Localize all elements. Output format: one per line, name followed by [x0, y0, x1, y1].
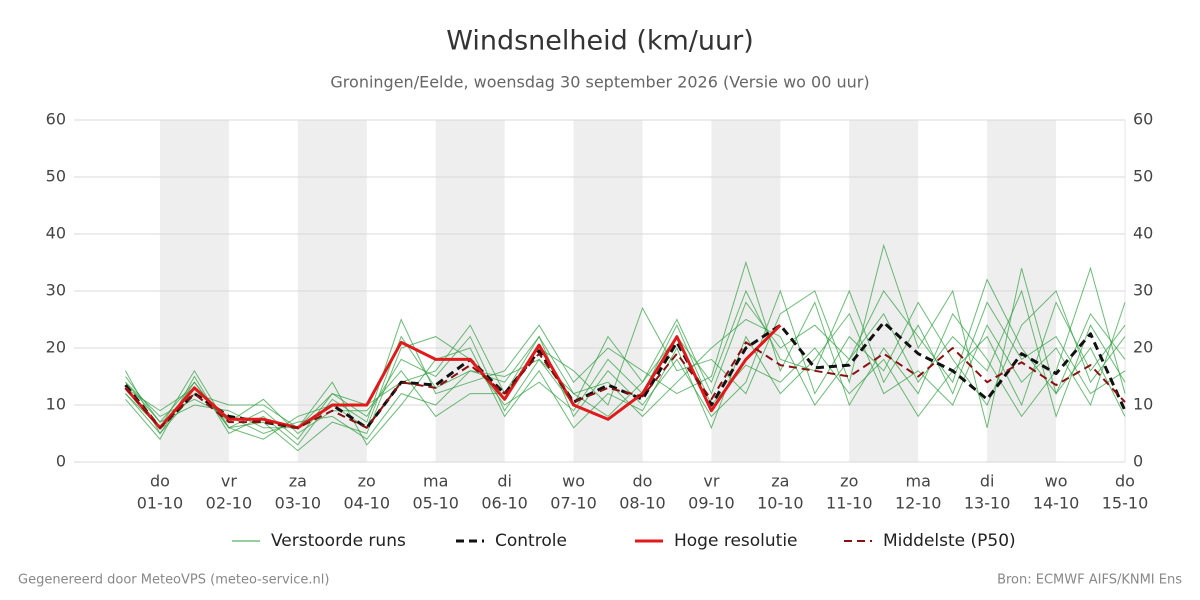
x-tick-label: 09-10: [688, 494, 735, 513]
legend-label: Verstoorde runs: [271, 531, 406, 551]
series-line: [124, 324, 782, 430]
x-tick-day: vr: [703, 472, 719, 491]
x-tick-label: 13-10: [964, 494, 1011, 513]
x-tick-label: 08-10: [619, 494, 666, 513]
x-tick-day: ma: [423, 472, 448, 491]
x-tick-label: 06-10: [481, 494, 528, 513]
perturbed-run: [125, 301, 1126, 452]
x-tick-day: za: [771, 472, 789, 491]
y-tick-label: 20: [46, 338, 66, 357]
x-tick-day: do: [150, 472, 170, 491]
x-tick-label: 07-10: [550, 494, 597, 513]
y2-tick-label: 20: [1133, 338, 1153, 357]
y-tick-label: 10: [46, 395, 66, 414]
y2-tick-label: 60: [1133, 110, 1153, 129]
x-tick-label: 05-10: [412, 494, 459, 513]
y2-tick-label: 0: [1133, 452, 1143, 471]
x-tick-day: zo: [358, 472, 376, 491]
x-tick-label: 14-10: [1033, 494, 1080, 513]
series-line: [124, 341, 1126, 429]
y-tick-label: 50: [46, 167, 66, 186]
y-tick-label: 30: [46, 281, 66, 300]
chart-subtitle: Groningen/Eelde, woensdag 30 september 2…: [330, 73, 869, 92]
x-tick-day: di: [497, 472, 512, 491]
y2-tick-label: 50: [1133, 167, 1153, 186]
footer-left: Gegenereerd door MeteoVPS (meteo-service…: [18, 573, 329, 588]
chart-title: Windsnelheid (km/uur): [446, 26, 754, 57]
y2-tick-label: 40: [1133, 224, 1153, 243]
x-tick-label: 12-10: [895, 494, 942, 513]
x-tick-label: 11-10: [826, 494, 873, 513]
y-tick-label: 60: [46, 110, 66, 129]
x-tick-day: wo: [562, 472, 585, 491]
x-tick-label: 15-10: [1102, 494, 1149, 513]
legend-label: Controle: [495, 531, 567, 551]
x-tick-label: 10-10: [757, 494, 804, 513]
x-tick-day: do: [633, 472, 653, 491]
x-tick-day: zo: [840, 472, 858, 491]
y2-tick-label: 30: [1133, 281, 1153, 300]
x-tick-day: wo: [1045, 472, 1068, 491]
legend-label: Middelste (P50): [883, 531, 1016, 551]
x-tick-label: 03-10: [275, 494, 322, 513]
y-tick-label: 0: [56, 452, 66, 471]
perturbed-run: [125, 289, 1126, 435]
x-tick-day: vr: [221, 472, 237, 491]
y-tick-label: 40: [46, 224, 66, 243]
y2-tick-label: 10: [1133, 395, 1153, 414]
legend-label: Hoge resolutie: [674, 531, 798, 551]
perturbed-run: [125, 289, 1126, 440]
x-tick-day: do: [1115, 472, 1135, 491]
x-tick-label: 02-10: [206, 494, 253, 513]
footer-right: Bron: ECMWF AIFS/KNMI Ens: [997, 573, 1182, 588]
x-tick-day: di: [980, 472, 995, 491]
x-tick-day: ma: [906, 472, 931, 491]
x-tick-label: 04-10: [344, 494, 391, 513]
x-tick-day: za: [289, 472, 307, 491]
x-tick-label: 01-10: [137, 494, 184, 513]
